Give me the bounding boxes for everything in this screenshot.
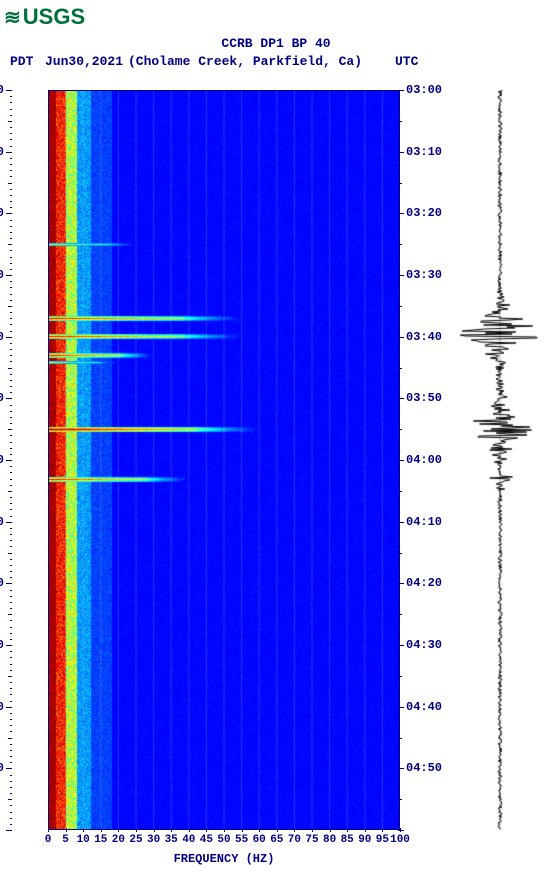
waveform-trace [450, 90, 550, 830]
ytick-pdt: 21:00 [0, 453, 4, 467]
ytick-utc: 03:50 [406, 391, 442, 405]
xtick: 85 [341, 834, 354, 846]
ytick-pdt: 21:10 [0, 515, 4, 529]
xtick: 90 [358, 834, 371, 846]
xtick: 15 [94, 834, 107, 846]
xtick: 45 [200, 834, 213, 846]
ytick-utc: 03:40 [406, 330, 442, 344]
ytick-pdt: 20:00 [0, 83, 4, 97]
ytick-pdt: 21:40 [0, 700, 4, 714]
xtick: 10 [77, 834, 90, 846]
xtick: 100 [390, 834, 410, 846]
xtick: 40 [182, 834, 195, 846]
ytick-utc: 04:20 [406, 576, 442, 590]
ytick-pdt: 20:30 [0, 268, 4, 282]
xtick: 65 [270, 834, 283, 846]
ytick-utc: 04:30 [406, 638, 442, 652]
x-axis-label: FREQUENCY (HZ) [48, 852, 400, 866]
ytick-pdt: 21:50 [0, 761, 4, 775]
spectrogram-plot [48, 90, 400, 830]
ytick-utc: 04:50 [406, 761, 442, 775]
xtick: 80 [323, 834, 336, 846]
ytick-pdt: 20:20 [0, 206, 4, 220]
xtick: 35 [165, 834, 178, 846]
ytick-pdt: 20:50 [0, 391, 4, 405]
timezone-left: PDT [10, 54, 33, 69]
xtick: 50 [217, 834, 230, 846]
xtick: 95 [376, 834, 389, 846]
xtick: 5 [62, 834, 69, 846]
xtick: 25 [129, 834, 142, 846]
header-location: (Cholame Creek, Parkfield, Ca) [128, 54, 362, 69]
xtick: 60 [253, 834, 266, 846]
xtick: 55 [235, 834, 248, 846]
usgs-logo: ≋ USGS [4, 4, 85, 30]
ytick-utc: 03:30 [406, 268, 442, 282]
xtick: 20 [112, 834, 125, 846]
ytick-utc: 04:10 [406, 515, 442, 529]
ytick-pdt: 20:40 [0, 330, 4, 344]
xtick: 30 [147, 834, 160, 846]
ytick-pdt: 21:30 [0, 638, 4, 652]
xtick: 75 [305, 834, 318, 846]
logo-text: USGS [23, 4, 85, 30]
logo-wave-icon: ≋ [4, 5, 21, 30]
timezone-right: UTC [395, 54, 418, 69]
ytick-utc: 03:10 [406, 145, 442, 159]
xtick: 0 [45, 834, 52, 846]
header-date: Jun30,2021 [45, 54, 123, 69]
ytick-pdt: 20:10 [0, 145, 4, 159]
ytick-utc: 03:20 [406, 206, 442, 220]
ytick-pdt: 21:20 [0, 576, 4, 590]
ytick-utc: 03:00 [406, 83, 442, 97]
ytick-utc: 04:40 [406, 700, 442, 714]
chart-title: CCRB DP1 BP 40 [0, 36, 552, 51]
xtick: 70 [288, 834, 301, 846]
ytick-utc: 04:00 [406, 453, 442, 467]
